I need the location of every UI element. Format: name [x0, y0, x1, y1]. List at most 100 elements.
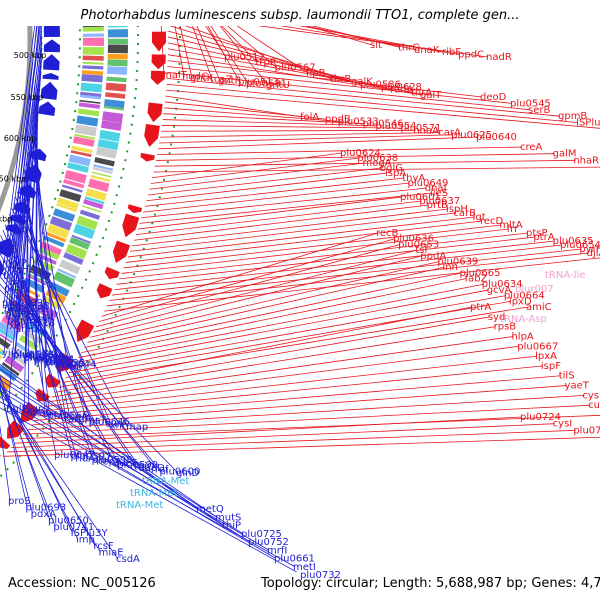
reverse-gene-leader: [0, 368, 218, 518]
forward-gene-label: rpsB: [494, 322, 517, 333]
forward-gene-label: ptrA: [470, 302, 491, 313]
forward-gene-leader: [167, 60, 483, 98]
forward-gene-leader: [95, 243, 401, 328]
reverse-gene-leader: [5, 30, 43, 309]
forward-gene-leader: [174, 26, 185, 77]
forward-gene-leader: [165, 89, 600, 129]
forward-gene-label: recD: [480, 216, 504, 227]
forward-gene-label: bglG: [380, 163, 403, 174]
reverse-gene-leader: [22, 174, 67, 418]
reverse-gene-label: plu0647: [54, 450, 95, 461]
forward-gene-label: plu0531: [246, 79, 287, 90]
reverse-trna-label: tRNA-Met: [116, 500, 163, 511]
reverse-gene-label: plu0538: [9, 301, 50, 312]
reverse-gene-label: plu0578: [13, 349, 54, 360]
category-block-outer: [95, 146, 118, 159]
reverse-gene-label: xni: [110, 420, 125, 431]
reverse-gene-label: tcaC: [11, 307, 34, 318]
reverse-gene-label: plu0597: [71, 452, 112, 463]
category-block-inner: [81, 74, 103, 83]
forward-gene-label: tilS: [559, 371, 575, 382]
forward-gene-leader: [123, 224, 502, 269]
forward-gene: [20, 401, 40, 423]
forward-gene-leader: [121, 228, 509, 274]
forward-gene-label: plu0533: [338, 116, 379, 127]
forward-gene-leader: [167, 54, 423, 96]
forward-gene-leader: [167, 30, 363, 85]
forward-gene-leader: [101, 232, 379, 317]
category-block-inner: [82, 65, 104, 70]
forward-gene-leader: [196, 26, 221, 81]
forward-gene-leader: [147, 167, 382, 196]
forward-gene-label: ileS: [430, 188, 448, 199]
forward-gene-leader: [160, 132, 441, 138]
reverse-gene-label: argA: [68, 414, 91, 425]
category-block-inner: [80, 91, 102, 97]
forward-gene-leader: [155, 153, 555, 161]
scale-tick-label: 550 kbp: [11, 93, 44, 102]
forward-gene-label: carB: [453, 208, 476, 219]
category-block-inner: [80, 82, 103, 93]
reverse-gene-label: plu0518: [14, 318, 55, 329]
forward-gene-leader: [37, 365, 543, 417]
forward-gene-label: plu0635: [553, 236, 594, 247]
category-block-outer: [63, 252, 84, 265]
reverse-gene-label: plu0509: [2, 298, 43, 309]
forward-gene-leader: [84, 266, 445, 348]
reverse-gene-leader: [0, 374, 225, 526]
reverse-gene: [43, 54, 60, 71]
forward-gene-leader: [205, 26, 227, 58]
reverse-gene-label: plu0605: [34, 356, 75, 367]
category-block-inner: [56, 197, 79, 210]
length-label: Length:: [382, 576, 432, 591]
reverse-gene-leader: [0, 386, 34, 514]
forward-gene-leader: [153, 166, 600, 173]
reverse-gene-label: mrfI: [267, 545, 287, 556]
reverse-gene-label: csdA: [116, 554, 140, 565]
forward-gene-label: plu0636: [393, 234, 434, 245]
forward-gene-leader: [58, 306, 473, 388]
forward-gene-label: plu0724: [520, 412, 561, 423]
scale-tick-label: 650 kbp: [0, 175, 26, 184]
category-block-inner: [82, 26, 104, 32]
category-block-inner: [77, 108, 100, 117]
forward-gene-leader: [34, 375, 561, 421]
category-block-outer: [8, 350, 28, 367]
forward-gene-label: plu0665: [460, 268, 501, 279]
forward-gene-label: galT: [420, 90, 442, 101]
category-block-outer: [105, 82, 127, 92]
category-block-outer: [107, 26, 128, 28]
reverse-gene-label: hepA: [96, 457, 122, 468]
forward-gene-label: tcaZ: [210, 74, 233, 85]
category-block-outer: [106, 76, 127, 83]
forward-gene-leader: [154, 159, 576, 167]
category-block-outer: [22, 329, 43, 345]
reverse-gene-label: dapD: [138, 463, 165, 474]
category-block-outer: [53, 271, 76, 288]
forward-gene-label: plu0639: [437, 256, 478, 267]
category-block-outer: [105, 92, 126, 99]
category-block-inner: [78, 102, 101, 109]
category-block-outer: [82, 205, 102, 213]
category-block-inner: [0, 350, 5, 356]
reverse-gene-leader: [0, 390, 119, 560]
topology-label: Topology:: [261, 576, 322, 591]
reverse-gene-label: miaE: [99, 548, 124, 559]
forward-gene-leader: [135, 200, 422, 236]
forward-gene-leader: [139, 192, 433, 224]
reverse-gene-label: bglF: [6, 404, 27, 415]
forward-gene: [140, 152, 155, 162]
forward-gene-leader: [163, 113, 365, 125]
forward-gene-label: yaeT: [565, 381, 590, 392]
forward-gene-leader: [22, 404, 591, 435]
category-block-outer: [1, 362, 20, 377]
reverse-gene-label: plu0549: [7, 315, 48, 326]
category-block-inner: [46, 223, 70, 239]
length-value: 5,688,987 bp: [436, 576, 523, 591]
forward-gene: [76, 319, 95, 342]
reverse-gene-label: rpsT: [85, 415, 108, 426]
forward-trna-label: plur007: [515, 284, 554, 295]
forward-gene: [144, 123, 160, 148]
reverse-gene-leader: [33, 129, 58, 365]
forward-gene-label: trpR: [255, 57, 276, 68]
